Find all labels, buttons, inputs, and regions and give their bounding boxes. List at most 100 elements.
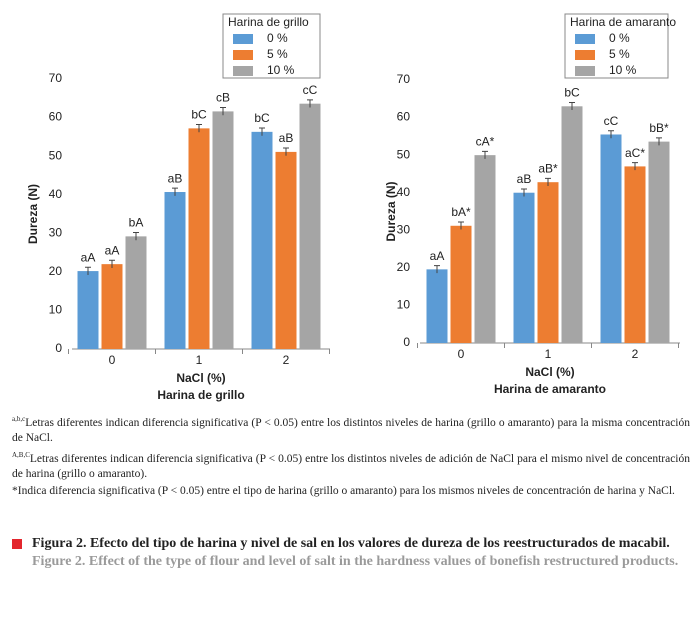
bar-annotation: cA* [476, 135, 495, 149]
bar-annotation: aB [517, 172, 532, 186]
x-tick-label: 1 [545, 347, 552, 361]
error-bar [196, 124, 202, 133]
bar-annotation: cC [604, 114, 619, 128]
legend-label: 0 % [267, 31, 288, 45]
bar [188, 128, 210, 349]
bar [212, 111, 234, 350]
legend-label: 5 % [609, 47, 630, 61]
y-tick-label: 60 [397, 110, 411, 124]
error-bar [283, 147, 289, 156]
legend-swatch [233, 50, 253, 60]
caption-en: Figure 2. Effect of the type of flour an… [32, 554, 679, 569]
bar-annotation: cC [303, 83, 318, 97]
bar-annotation: bC [564, 86, 580, 100]
bar [648, 141, 670, 343]
error-bar [109, 259, 115, 268]
legend-label: 5 % [267, 47, 288, 61]
error-bar [307, 99, 313, 108]
footnote-mark: A,B,C [12, 450, 30, 459]
bar [450, 225, 472, 343]
bar [125, 236, 147, 349]
bar [77, 271, 99, 349]
bar-annotation: bB* [649, 121, 669, 135]
chart-subtitle: Harina de grillo [157, 388, 244, 402]
footnotes: a,b,cLetras diferentes indican diferenci… [12, 412, 690, 501]
error-bar [545, 177, 551, 186]
x-tick-label: 0 [458, 347, 465, 361]
y-axis-label: Dureza (N) [26, 184, 40, 244]
bar [561, 106, 583, 343]
footnote-text: Letras diferentes indican diferencia sig… [12, 416, 690, 444]
legend-swatch [233, 66, 253, 76]
footnote: *Indica diferencia significativa (P < 0.… [12, 484, 690, 499]
bar [474, 155, 496, 343]
y-tick-label: 50 [49, 148, 63, 162]
bar [101, 264, 123, 349]
legend-swatch [575, 66, 595, 76]
bar [164, 192, 186, 349]
y-tick-label: 70 [49, 71, 63, 85]
legend-swatch [575, 50, 595, 60]
error-bar [259, 127, 265, 136]
bar-annotation: bC [191, 108, 207, 122]
error-bar [656, 137, 662, 146]
y-tick-label: 10 [49, 303, 63, 317]
bar-annotation: aC* [625, 146, 645, 160]
footnote: A,B,CLetras diferentes indican diferenci… [12, 448, 690, 482]
x-tick-label: 2 [283, 353, 290, 367]
error-bar [458, 221, 464, 230]
y-tick-label: 30 [49, 225, 63, 239]
legend-swatch [233, 34, 253, 44]
footnote-mark: a,b,c [12, 415, 26, 423]
error-bar [569, 102, 575, 111]
bar-annotation: cB [216, 91, 230, 105]
y-tick-label: 40 [49, 187, 63, 201]
error-bar [133, 232, 139, 241]
y-tick-label: 30 [397, 222, 411, 236]
footnote-text: Letras diferentes indican diferencia sig… [12, 452, 690, 480]
bar-annotation: aA [105, 243, 120, 257]
error-bar [434, 265, 440, 274]
y-tick-label: 20 [397, 260, 411, 274]
x-axis-label: NaCl (%) [176, 371, 225, 385]
bar [537, 182, 559, 343]
y-tick-label: 0 [55, 341, 62, 355]
error-bar [521, 188, 527, 197]
bar [426, 269, 448, 343]
bar [299, 103, 321, 349]
bar-annotation: aA [430, 249, 445, 263]
x-tick-label: 0 [109, 353, 116, 367]
caption: Figura 2. Efecto del tipo de harina y ni… [12, 535, 690, 571]
y-tick-label: 10 [397, 298, 411, 312]
legend-label: 10 % [267, 63, 295, 77]
bar-annotation: bC [254, 111, 270, 125]
chart-subtitle: Harina de amaranto [494, 382, 606, 396]
y-tick-label: 70 [397, 72, 411, 86]
x-tick-label: 2 [632, 347, 639, 361]
bar-annotation: aB [279, 131, 294, 145]
bar [624, 166, 646, 343]
error-bar [608, 130, 614, 139]
footnote: a,b,cLetras diferentes indican diferenci… [12, 412, 690, 446]
legend-label: 10 % [609, 63, 637, 77]
legend-title: Harina de grillo [228, 15, 309, 29]
error-bar [220, 107, 226, 116]
bar-annotation: aA [81, 250, 96, 264]
bar-annotation: aB [168, 171, 183, 185]
x-axis-label: NaCl (%) [525, 365, 574, 379]
error-bar [482, 150, 488, 159]
footnote-text: *Indica diferencia significativa (P < 0.… [12, 484, 675, 497]
y-tick-label: 20 [49, 264, 63, 278]
error-bar [632, 162, 638, 171]
error-bar [172, 187, 178, 196]
bar-annotation: bA* [451, 205, 471, 219]
y-tick-label: 60 [49, 110, 63, 124]
y-tick-label: 40 [397, 185, 411, 199]
error-bar [85, 266, 91, 275]
y-axis-label: Dureza (N) [384, 181, 398, 241]
legend-label: 0 % [609, 31, 630, 45]
bar-annotation: aB* [538, 162, 558, 176]
legend-swatch [575, 34, 595, 44]
